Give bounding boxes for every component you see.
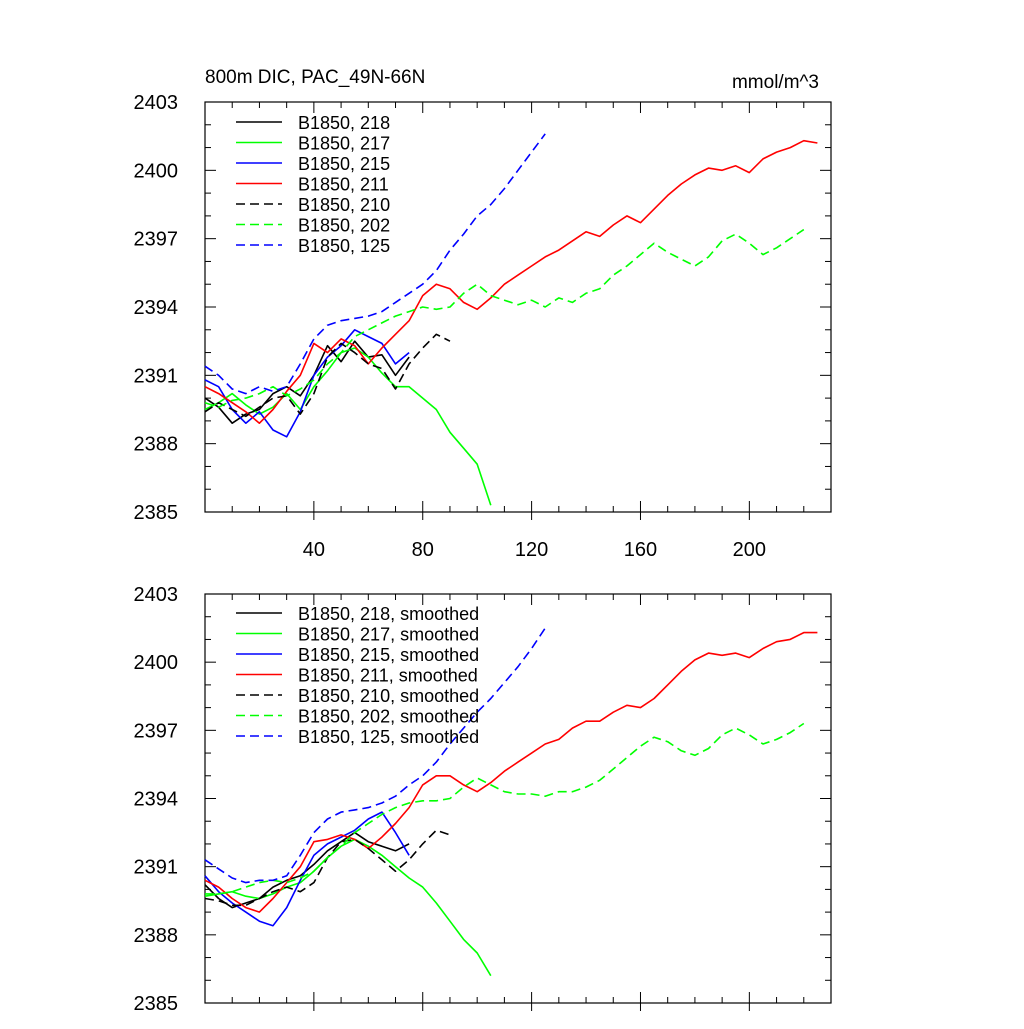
y-tick-label: 2391	[134, 857, 179, 879]
series-line	[204, 631, 818, 913]
legend-label: B1850, 215, smoothed	[298, 645, 479, 665]
x-tick-label: 200	[733, 539, 766, 561]
y-tick-label: 2391	[134, 365, 179, 387]
series-line	[204, 627, 546, 884]
legend-label: B1850, 210	[298, 195, 390, 215]
y-tick-label: 2394	[134, 789, 179, 811]
legend-label: B1850, 218, smoothed	[298, 604, 479, 624]
y-tick-label: 2394	[134, 297, 179, 319]
y-tick-label: 2397	[134, 720, 179, 742]
y-tick-label: 2385	[134, 993, 179, 1015]
x-tick-label: 80	[412, 539, 434, 561]
series-line	[204, 139, 818, 425]
y-tick-label: 2400	[134, 652, 179, 674]
y-tick-label: 2388	[134, 434, 179, 456]
chart-title: 800m DIC, PAC_49N-66N	[205, 67, 425, 88]
legend-label: B1850, 202, smoothed	[298, 707, 479, 727]
series-line	[204, 333, 451, 418]
legend-label: B1850, 215	[298, 154, 390, 174]
legend-label: B1850, 217	[298, 134, 390, 154]
legend-label: B1850, 202	[298, 216, 390, 236]
series-line	[204, 133, 546, 395]
y-tick-label: 2385	[134, 502, 179, 524]
legend-label: B1850, 211, smoothed	[298, 666, 478, 686]
legend-label: B1850, 125	[298, 236, 390, 256]
series-line	[204, 811, 410, 927]
legend-label: B1850, 125, smoothed	[298, 727, 479, 747]
series-line	[205, 722, 805, 895]
series-line	[204, 347, 492, 506]
y-tick-label: 2400	[134, 160, 179, 182]
y-tick-label: 2397	[134, 229, 179, 251]
y-tick-label: 2388	[134, 925, 179, 947]
legend-label: B1850, 210, smoothed	[298, 686, 479, 706]
series-line	[204, 838, 492, 977]
x-tick-label: 40	[303, 539, 325, 561]
series-line	[204, 328, 410, 438]
y-tick-label: 2403	[134, 92, 179, 114]
legend-label: B1850, 217, smoothed	[298, 625, 479, 645]
x-tick-label: 160	[624, 539, 657, 561]
x-tick-label: 120	[515, 539, 548, 561]
legend-label: B1850, 211	[298, 175, 389, 195]
y-tick-label: 2403	[134, 584, 179, 606]
units-label: mmol/m^3	[732, 72, 819, 93]
legend-label: B1850, 218	[298, 113, 390, 133]
series-line	[204, 228, 805, 409]
